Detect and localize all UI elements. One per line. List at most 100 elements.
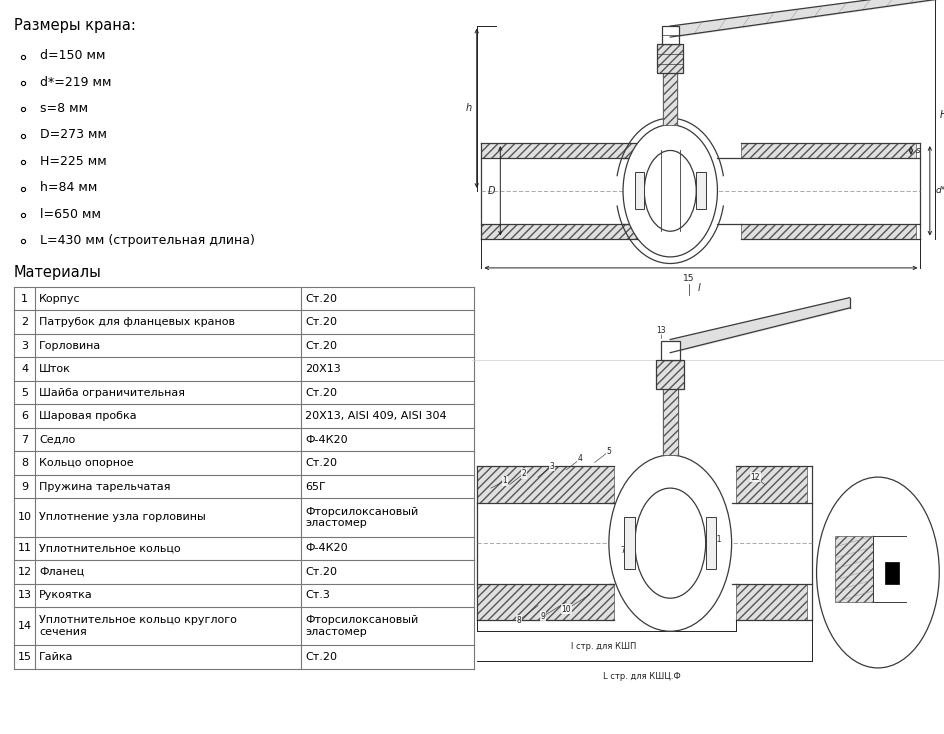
Text: Ст.20: Ст.20 <box>305 388 337 398</box>
Text: Ст.3: Ст.3 <box>305 590 330 600</box>
Text: Уплотнение узла горловины: Уплотнение узла горловины <box>39 512 206 523</box>
Text: Горловина: Горловина <box>39 341 101 351</box>
Text: h=84 мм: h=84 мм <box>40 181 97 195</box>
Text: 8: 8 <box>894 517 900 526</box>
Bar <box>481 143 647 158</box>
Text: 11: 11 <box>18 543 32 553</box>
Text: 9: 9 <box>540 612 546 621</box>
Text: l стр. для КШП: l стр. для КШП <box>571 642 637 651</box>
Text: Уплотнительное кольцо: Уплотнительное кольцо <box>39 543 180 553</box>
Text: l=650 мм: l=650 мм <box>40 208 101 221</box>
Text: 11: 11 <box>713 535 722 544</box>
Text: 13: 13 <box>18 590 32 600</box>
Text: L=430 мм (строительная длина): L=430 мм (строительная длина) <box>40 234 255 247</box>
Bar <box>662 26 679 44</box>
Text: 14: 14 <box>18 621 32 631</box>
Text: Седло: Седло <box>39 435 76 445</box>
Text: 15: 15 <box>18 652 32 662</box>
Text: d*=219 мм: d*=219 мм <box>40 76 111 89</box>
Text: L стр. для КШЦ.Ф: L стр. для КШЦ.Ф <box>603 672 681 680</box>
Bar <box>634 172 645 209</box>
Text: 1: 1 <box>502 476 508 485</box>
Text: Ст.20: Ст.20 <box>305 652 337 662</box>
Text: d=150 мм: d=150 мм <box>40 49 106 62</box>
Text: H=225 мм: H=225 мм <box>40 155 107 168</box>
Bar <box>656 360 684 389</box>
Bar <box>885 562 899 584</box>
Text: 20Х13, AISI 409, AISI 304: 20Х13, AISI 409, AISI 304 <box>305 411 447 421</box>
Text: l: l <box>698 283 700 293</box>
Text: 2: 2 <box>21 317 28 327</box>
Text: 3: 3 <box>549 462 555 470</box>
Text: Рукоятка: Рукоятка <box>39 590 93 600</box>
Bar <box>835 536 873 602</box>
Text: D: D <box>488 186 496 196</box>
Text: 13: 13 <box>656 326 666 335</box>
Text: Фторсилоксановый
эластомер: Фторсилоксановый эластомер <box>305 615 418 637</box>
Text: 4: 4 <box>21 364 28 374</box>
Text: 10: 10 <box>18 512 32 523</box>
Text: Ст.20: Ст.20 <box>305 294 337 304</box>
Text: Пружина тарельчатая: Пружина тарельчатая <box>39 482 170 492</box>
Text: Ф-4К20: Ф-4К20 <box>305 543 347 553</box>
Text: d*: d* <box>936 186 944 195</box>
Text: Ст.20: Ст.20 <box>305 341 337 351</box>
Circle shape <box>644 150 697 231</box>
Text: Фторсилоксановый
эластомер: Фторсилоксановый эластомер <box>305 506 418 528</box>
Bar <box>481 224 647 239</box>
Text: Размеры крана:: Размеры крана: <box>14 18 136 33</box>
Text: Шайба ограничительная: Шайба ограничительная <box>39 388 185 398</box>
Text: Ст.20: Ст.20 <box>305 567 337 577</box>
Text: Шток: Шток <box>39 364 71 374</box>
Text: 5: 5 <box>21 388 28 398</box>
Text: 5: 5 <box>606 447 612 456</box>
Text: 15: 15 <box>683 274 695 283</box>
Text: 7: 7 <box>620 546 626 555</box>
Text: Патрубок для фланцевых кранов: Патрубок для фланцевых кранов <box>39 317 235 327</box>
Text: Гайка: Гайка <box>39 652 74 662</box>
Text: 65Г: 65Г <box>305 482 326 492</box>
Text: H: H <box>940 110 944 120</box>
Bar <box>736 466 807 503</box>
Text: s: s <box>916 146 920 155</box>
Text: 8: 8 <box>516 616 522 625</box>
Bar <box>663 389 678 455</box>
Bar <box>741 143 916 158</box>
Text: Шаровая пробка: Шаровая пробка <box>39 411 137 421</box>
Text: h: h <box>466 103 472 113</box>
Text: 12: 12 <box>750 473 760 482</box>
Bar <box>477 584 614 620</box>
Text: 9: 9 <box>918 539 923 548</box>
Text: 10: 10 <box>562 605 571 614</box>
Circle shape <box>634 488 705 598</box>
Text: 8: 8 <box>21 458 28 468</box>
Text: 1: 1 <box>21 294 28 304</box>
Text: 6: 6 <box>21 411 28 421</box>
Text: 9: 9 <box>21 482 28 492</box>
Circle shape <box>817 477 939 668</box>
Text: D=273 мм: D=273 мм <box>40 128 107 142</box>
Text: 7: 7 <box>861 517 867 526</box>
Text: 21: 21 <box>689 553 699 562</box>
Text: 20Х13: 20Х13 <box>305 364 341 374</box>
Text: Ф-4К20: Ф-4К20 <box>305 435 347 445</box>
Bar <box>661 341 680 360</box>
Text: 2: 2 <box>521 469 527 478</box>
Ellipse shape <box>609 455 732 631</box>
Bar <box>657 44 683 73</box>
Text: Корпус: Корпус <box>39 294 80 304</box>
Text: Фланец: Фланец <box>39 567 84 577</box>
Bar <box>736 584 807 620</box>
Text: 6: 6 <box>667 561 673 570</box>
Text: 3: 3 <box>21 341 28 351</box>
Text: Уплотнительное кольцо круглого
сечения: Уплотнительное кольцо круглого сечения <box>39 615 237 637</box>
Bar <box>477 466 614 503</box>
Bar <box>656 360 684 389</box>
Bar <box>657 44 683 73</box>
Text: d: d <box>669 194 676 203</box>
Ellipse shape <box>623 125 717 257</box>
Text: Кольцо опорное: Кольцо опорное <box>39 458 133 468</box>
Text: s=8 мм: s=8 мм <box>40 102 88 115</box>
Bar <box>697 172 706 209</box>
Text: 12: 12 <box>18 567 32 577</box>
